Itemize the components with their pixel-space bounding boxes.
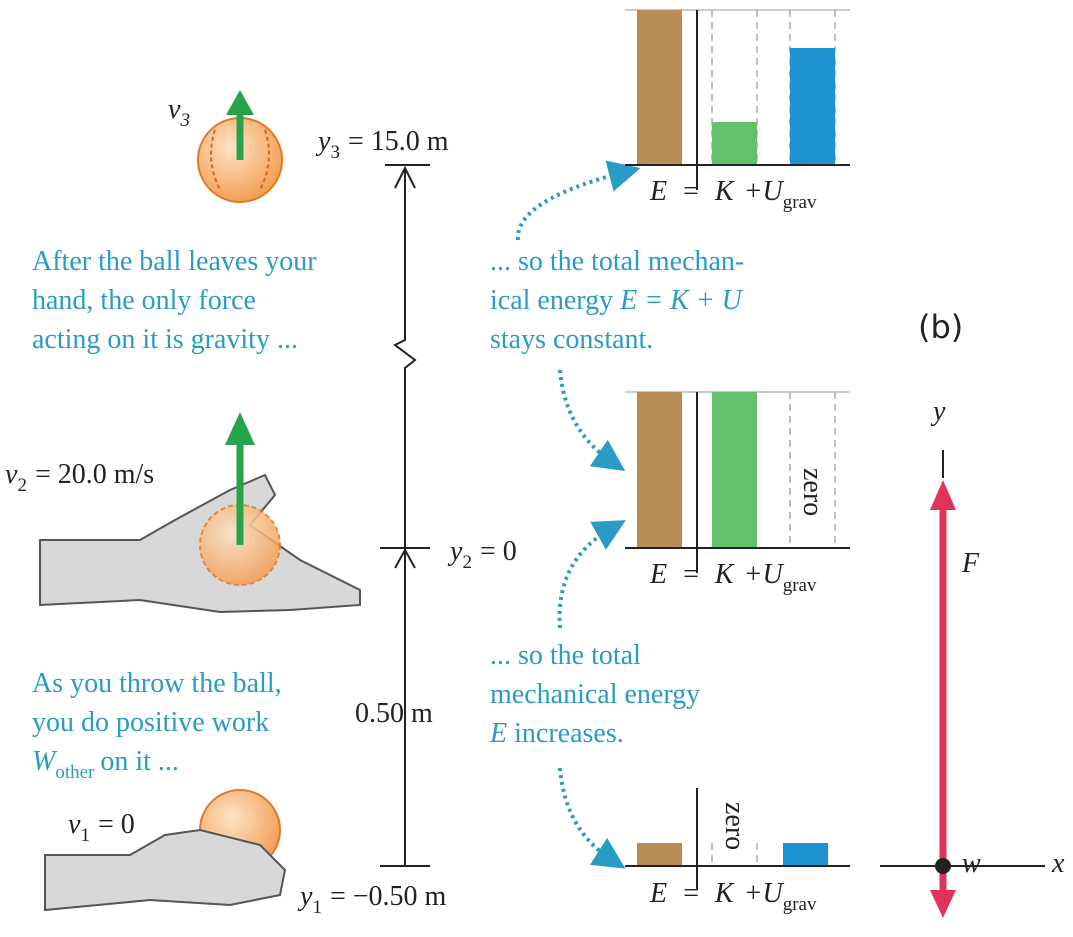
caption: you do positive work: [32, 707, 269, 738]
text-part: v: [5, 459, 18, 490]
ball-top: [198, 90, 282, 202]
shape: [225, 412, 255, 445]
shape: [637, 10, 682, 165]
shape: [226, 90, 254, 115]
text-part: E: [649, 176, 667, 207]
caption: acting on it is gravity ...: [32, 324, 298, 355]
shape: [560, 370, 612, 462]
text-part: E: [649, 559, 667, 590]
shape: [637, 392, 682, 548]
text-part: grav: [783, 575, 817, 596]
height-label: y2 = 0: [447, 536, 517, 573]
shape: [783, 843, 828, 866]
shape: [930, 890, 956, 918]
text-part: =: [683, 176, 699, 207]
caption: ... so the total: [490, 640, 641, 671]
text-part: = 15.0 m: [348, 126, 449, 157]
text-part: =: [683, 559, 699, 590]
shape: [712, 122, 757, 165]
energy-equation: E = K +Ugrav: [649, 878, 817, 915]
shape: [935, 858, 951, 874]
hand-open: [40, 412, 360, 612]
shape: [560, 768, 612, 860]
shape: [930, 480, 956, 510]
text-part: y: [447, 536, 463, 567]
text-part: K: [714, 559, 735, 590]
text-part: v: [68, 809, 81, 840]
energy-bars: [625, 10, 850, 190]
shape: [712, 392, 757, 548]
text-part: 2: [17, 475, 27, 496]
text-part: 1: [312, 897, 322, 918]
text-part: +U: [744, 878, 785, 909]
axis-label: y: [930, 396, 946, 427]
text-part: = 0: [98, 809, 135, 840]
speed-label: v2 = 20.0 m/s: [5, 459, 154, 496]
text-part: on it ...: [100, 746, 179, 777]
height-scale: [380, 165, 430, 866]
shape: [395, 168, 415, 866]
energy-equation: E = K +Ugrav: [649, 176, 817, 213]
height-label: y1 = −0.50 m: [297, 881, 447, 918]
text-part: W: [32, 746, 58, 777]
text-part: = 0: [480, 536, 517, 567]
text-part: = 20.0 m/s: [35, 459, 154, 490]
text-part: = −0.50 m: [330, 881, 447, 912]
caption: stays constant.: [490, 324, 653, 355]
text-part: 3: [179, 110, 190, 131]
text-part: K: [714, 878, 735, 909]
text-part: grav: [783, 894, 817, 915]
caption: ... so the total mechan-: [490, 246, 744, 277]
caption: mechanical energy: [490, 679, 700, 710]
speed-label: v1 = 0: [68, 809, 135, 846]
speed-label: v3: [168, 94, 190, 131]
height-label: y3 = 15.0 m: [315, 126, 449, 163]
text-part: E: [489, 718, 507, 749]
text-part: 2: [462, 552, 472, 573]
text-part: increases.: [514, 718, 624, 749]
text-part: grav: [783, 192, 817, 213]
text-part: y: [297, 881, 313, 912]
diagram: v3 y3= 15.0 m v2= 20.0 m/s y2= 0 v1= 0 y…: [0, 0, 1073, 937]
text-part: E = K + U: [619, 285, 744, 316]
force-label: w: [962, 848, 981, 879]
text-part: ical energy: [490, 285, 613, 316]
zero-label: zero: [797, 468, 828, 516]
shape: [790, 48, 835, 165]
panel-label: (b): [918, 308, 963, 346]
text-part: 1: [80, 825, 90, 846]
text-part: K: [714, 176, 735, 207]
text-part: v: [168, 94, 181, 125]
axis-label: x: [1051, 848, 1065, 879]
text-part: y: [315, 126, 331, 157]
text-part: 3: [330, 142, 340, 163]
shape: [637, 843, 682, 866]
text-part: other: [55, 762, 95, 783]
shape: [518, 172, 625, 240]
shape: [560, 528, 612, 628]
caption: As you throw the ball,: [32, 668, 282, 699]
zero-label: zero: [719, 802, 750, 850]
energy-equation: E = K +Ugrav: [649, 559, 817, 596]
distance-label: 0.50 m: [355, 698, 433, 729]
force-label: F: [961, 548, 980, 579]
text-part: +U: [744, 559, 785, 590]
text-part: =: [683, 878, 699, 909]
text-part: E: [649, 878, 667, 909]
hand-grip: [45, 790, 285, 910]
shape: [40, 475, 360, 612]
caption: hand, the only force: [32, 285, 256, 316]
caption: After the ball leaves your: [32, 246, 317, 277]
text-part: +U: [744, 176, 785, 207]
